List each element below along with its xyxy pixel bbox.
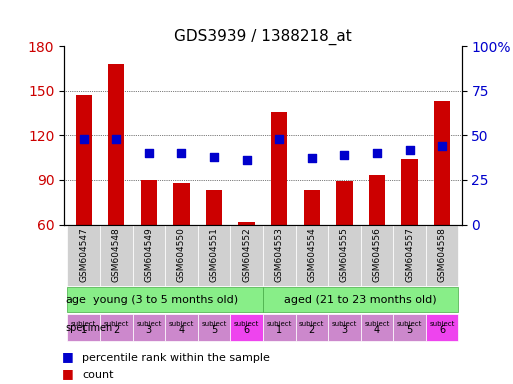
Point — [275, 136, 283, 142]
FancyBboxPatch shape — [132, 225, 165, 286]
Text: 6: 6 — [244, 325, 250, 335]
Text: subject: subject — [267, 321, 292, 327]
Text: subject: subject — [201, 321, 227, 327]
FancyBboxPatch shape — [361, 225, 393, 286]
Text: subject: subject — [299, 321, 325, 327]
Point — [438, 143, 446, 149]
Bar — [141, 180, 157, 225]
Text: subject: subject — [104, 321, 129, 327]
FancyBboxPatch shape — [426, 225, 459, 286]
Point — [405, 147, 413, 153]
Bar — [206, 190, 222, 225]
Text: subject: subject — [364, 321, 390, 327]
FancyBboxPatch shape — [230, 314, 263, 341]
Text: subject: subject — [71, 321, 96, 327]
Text: 3: 3 — [146, 325, 152, 335]
Text: 6: 6 — [439, 325, 445, 335]
Text: GSM604557: GSM604557 — [405, 228, 414, 283]
Bar — [336, 181, 352, 225]
FancyBboxPatch shape — [328, 314, 361, 341]
Text: subject: subject — [169, 321, 194, 327]
FancyBboxPatch shape — [165, 314, 198, 341]
Text: subject: subject — [429, 321, 455, 327]
Text: GSM604547: GSM604547 — [79, 228, 88, 282]
Text: 4: 4 — [179, 325, 185, 335]
Point — [177, 150, 186, 156]
FancyArrow shape — [81, 296, 97, 304]
FancyBboxPatch shape — [67, 287, 263, 312]
FancyBboxPatch shape — [295, 314, 328, 341]
Text: GSM604555: GSM604555 — [340, 228, 349, 283]
FancyBboxPatch shape — [393, 225, 426, 286]
Text: GSM604548: GSM604548 — [112, 228, 121, 282]
Text: count: count — [82, 370, 113, 380]
Text: 1: 1 — [81, 325, 87, 335]
FancyBboxPatch shape — [393, 314, 426, 341]
Bar — [239, 222, 255, 225]
Text: GSM604553: GSM604553 — [274, 228, 284, 283]
Point — [145, 150, 153, 156]
Text: subject: subject — [332, 321, 357, 327]
Text: ■: ■ — [62, 367, 73, 380]
Point — [340, 152, 348, 158]
Text: GSM604556: GSM604556 — [372, 228, 382, 283]
FancyBboxPatch shape — [198, 225, 230, 286]
Point — [308, 156, 316, 162]
Text: subject: subject — [234, 321, 259, 327]
Text: GSM604549: GSM604549 — [144, 228, 153, 282]
Text: percentile rank within the sample: percentile rank within the sample — [82, 353, 270, 363]
Text: subject: subject — [136, 321, 162, 327]
Point — [210, 154, 218, 160]
Text: ■: ■ — [62, 350, 73, 363]
FancyBboxPatch shape — [67, 314, 100, 341]
Point — [80, 136, 88, 142]
FancyBboxPatch shape — [100, 314, 132, 341]
Bar — [401, 159, 418, 225]
Text: GSM604552: GSM604552 — [242, 228, 251, 282]
FancyBboxPatch shape — [361, 314, 393, 341]
FancyBboxPatch shape — [100, 225, 132, 286]
FancyBboxPatch shape — [426, 314, 459, 341]
Point — [373, 150, 381, 156]
Text: 3: 3 — [341, 325, 347, 335]
FancyBboxPatch shape — [328, 225, 361, 286]
FancyBboxPatch shape — [263, 225, 295, 286]
Bar — [434, 101, 450, 225]
Text: GSM604554: GSM604554 — [307, 228, 317, 282]
Text: 5: 5 — [211, 325, 217, 335]
Text: specimen: specimen — [66, 323, 113, 333]
Point — [243, 157, 251, 163]
Text: 2: 2 — [309, 325, 315, 335]
Text: age: age — [66, 295, 87, 305]
Bar — [304, 190, 320, 225]
Bar — [369, 175, 385, 225]
FancyBboxPatch shape — [198, 314, 230, 341]
FancyBboxPatch shape — [263, 287, 459, 312]
Text: GSM604551: GSM604551 — [209, 228, 219, 283]
FancyBboxPatch shape — [165, 225, 198, 286]
FancyBboxPatch shape — [263, 314, 295, 341]
Text: 5: 5 — [406, 325, 412, 335]
FancyBboxPatch shape — [230, 225, 263, 286]
Title: GDS3939 / 1388218_at: GDS3939 / 1388218_at — [174, 28, 352, 45]
Text: aged (21 to 23 months old): aged (21 to 23 months old) — [284, 295, 437, 305]
FancyBboxPatch shape — [295, 225, 328, 286]
Text: young (3 to 5 months old): young (3 to 5 months old) — [92, 295, 238, 305]
Point — [112, 136, 121, 142]
FancyBboxPatch shape — [67, 225, 100, 286]
Text: 1: 1 — [276, 325, 282, 335]
Text: subject: subject — [397, 321, 422, 327]
Text: 4: 4 — [374, 325, 380, 335]
Bar — [271, 111, 287, 225]
Bar — [75, 95, 92, 225]
Text: 2: 2 — [113, 325, 120, 335]
FancyArrow shape — [103, 324, 120, 332]
FancyBboxPatch shape — [132, 314, 165, 341]
Text: GSM604550: GSM604550 — [177, 228, 186, 283]
Bar — [108, 64, 125, 225]
Text: GSM604558: GSM604558 — [438, 228, 447, 283]
Bar — [173, 183, 190, 225]
